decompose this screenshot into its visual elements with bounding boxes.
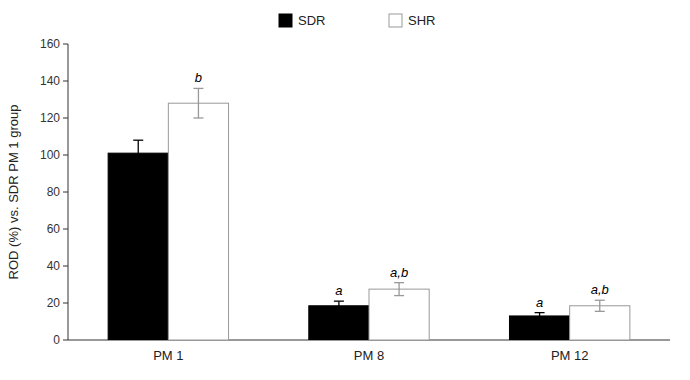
error-bar [334, 301, 344, 310]
legend-swatch [389, 14, 402, 27]
plot-area [108, 88, 630, 340]
bar [309, 306, 369, 340]
bar [570, 306, 630, 340]
y-tick-label: 160 [40, 37, 60, 51]
chart-container: 0 20 40 60 80 100 120 140 160 ROD (%) vs. SDR PM … [0, 0, 690, 380]
y-tick [63, 229, 68, 230]
y-tick [63, 155, 68, 156]
x-tick-label: PM 1 [153, 348, 183, 363]
bar [108, 153, 168, 340]
chart-svg: 0 20 40 60 80 100 120 140 160 ROD (%) vs. SDR PM … [0, 0, 690, 380]
legend-label: SDR [298, 13, 325, 28]
error-bar [394, 283, 404, 296]
y-tick-label: 20 [47, 296, 61, 310]
error-bar [535, 313, 545, 320]
annotation: a,b [591, 282, 609, 297]
legend-label: SHR [408, 13, 435, 28]
y-tick-label: 40 [47, 259, 61, 273]
y-tick [63, 192, 68, 193]
annotation: a [335, 283, 342, 298]
x-axis: PM 1 PM 8 PM 12 [68, 340, 670, 363]
bar [509, 316, 569, 340]
y-tick [63, 118, 68, 119]
error-bar [193, 88, 203, 118]
bar [369, 289, 429, 340]
y-axis: 0 20 40 60 80 100 120 140 160 [40, 37, 68, 347]
y-tick-label: 100 [40, 148, 60, 162]
y-tick [63, 340, 68, 341]
y-axis-label: ROD (%) vs. SDR PM 1 group [6, 105, 21, 280]
legend-swatch [279, 14, 292, 27]
y-tick-label: 120 [40, 111, 60, 125]
y-tick-label: 140 [40, 74, 60, 88]
series [168, 88, 630, 340]
annotation: b [195, 70, 202, 85]
y-tick [63, 44, 68, 45]
x-tick-label: PM 8 [354, 348, 384, 363]
annotation: a [536, 295, 543, 310]
bar [168, 103, 228, 340]
y-tick-label: 0 [53, 333, 60, 347]
error-bar [133, 140, 143, 166]
y-tick [63, 266, 68, 267]
annotation: a,b [390, 265, 408, 280]
y-tick-label: 60 [47, 222, 61, 236]
y-tick [63, 81, 68, 82]
error-bar [595, 300, 605, 311]
annotations: a a b a,b a,b [195, 70, 609, 309]
legend: SDR SHR [279, 13, 435, 28]
y-tick-label: 80 [47, 185, 61, 199]
y-tick [63, 303, 68, 304]
x-tick-label: PM 12 [551, 348, 589, 363]
